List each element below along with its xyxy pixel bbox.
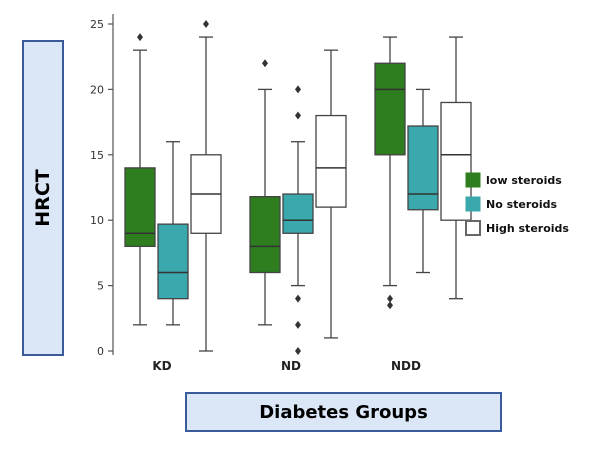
box-iqr [124, 167, 156, 248]
outlier-point [295, 85, 301, 94]
boxplot-chart: 0 5 10 15 20 25 KD ND NDD low steroids No steroid… [90, 14, 569, 373]
y-tick-label: 25 [90, 18, 104, 31]
y-tick-label: 0 [97, 345, 104, 358]
legend-swatch [465, 172, 481, 188]
box-low-steroids-kd [124, 33, 156, 326]
outlier-point [295, 347, 301, 355]
outlier-point [203, 20, 209, 28]
box-iqr [282, 193, 314, 234]
box-iqr [249, 196, 281, 274]
outlier-point [295, 294, 301, 303]
x-category-label: KD [152, 359, 171, 373]
box-high-steroids-ndd [440, 36, 472, 300]
y-tick-label: 5 [97, 280, 104, 293]
x-category-label: NDD [391, 359, 421, 373]
legend-label: low steroids [486, 174, 562, 187]
y-tick-label: 15 [90, 149, 104, 162]
box-no-steroids-kd [157, 141, 189, 326]
outlier-point [387, 294, 393, 303]
y-tick-label: 20 [90, 83, 104, 96]
legend-swatch [465, 220, 481, 236]
box-iqr [157, 223, 189, 300]
outlier-point [295, 111, 301, 120]
legend-label: No steroids [486, 198, 557, 211]
boxes [124, 20, 472, 355]
box-no-steroids-nd [282, 85, 314, 355]
outlier-point [295, 320, 301, 329]
box-iqr [407, 125, 439, 211]
box-iqr [374, 62, 406, 156]
outlier-point [137, 33, 143, 42]
outlier-point [262, 59, 268, 68]
legend: low steroids No steroids High steroids [465, 172, 569, 236]
legend-swatch [465, 196, 481, 212]
x-axis-label: Diabetes Groups [259, 401, 428, 423]
outlier-point [387, 301, 393, 310]
box-low-steroids-ndd [374, 36, 406, 310]
box-high-steroids-kd [190, 20, 222, 352]
x-axis-label-box: Diabetes Groups [185, 392, 502, 432]
box-low-steroids-nd [249, 59, 281, 326]
box-iqr [315, 114, 347, 208]
box-no-steroids-ndd [407, 88, 439, 274]
y-axis-label-box: HRCT [22, 40, 64, 356]
y-tick-label: 10 [90, 214, 104, 227]
x-category-label: ND [281, 359, 301, 373]
legend-label: High steroids [486, 222, 569, 235]
box-high-steroids-nd [315, 49, 347, 339]
axes: 0 5 10 15 20 25 KD ND NDD [90, 14, 421, 373]
